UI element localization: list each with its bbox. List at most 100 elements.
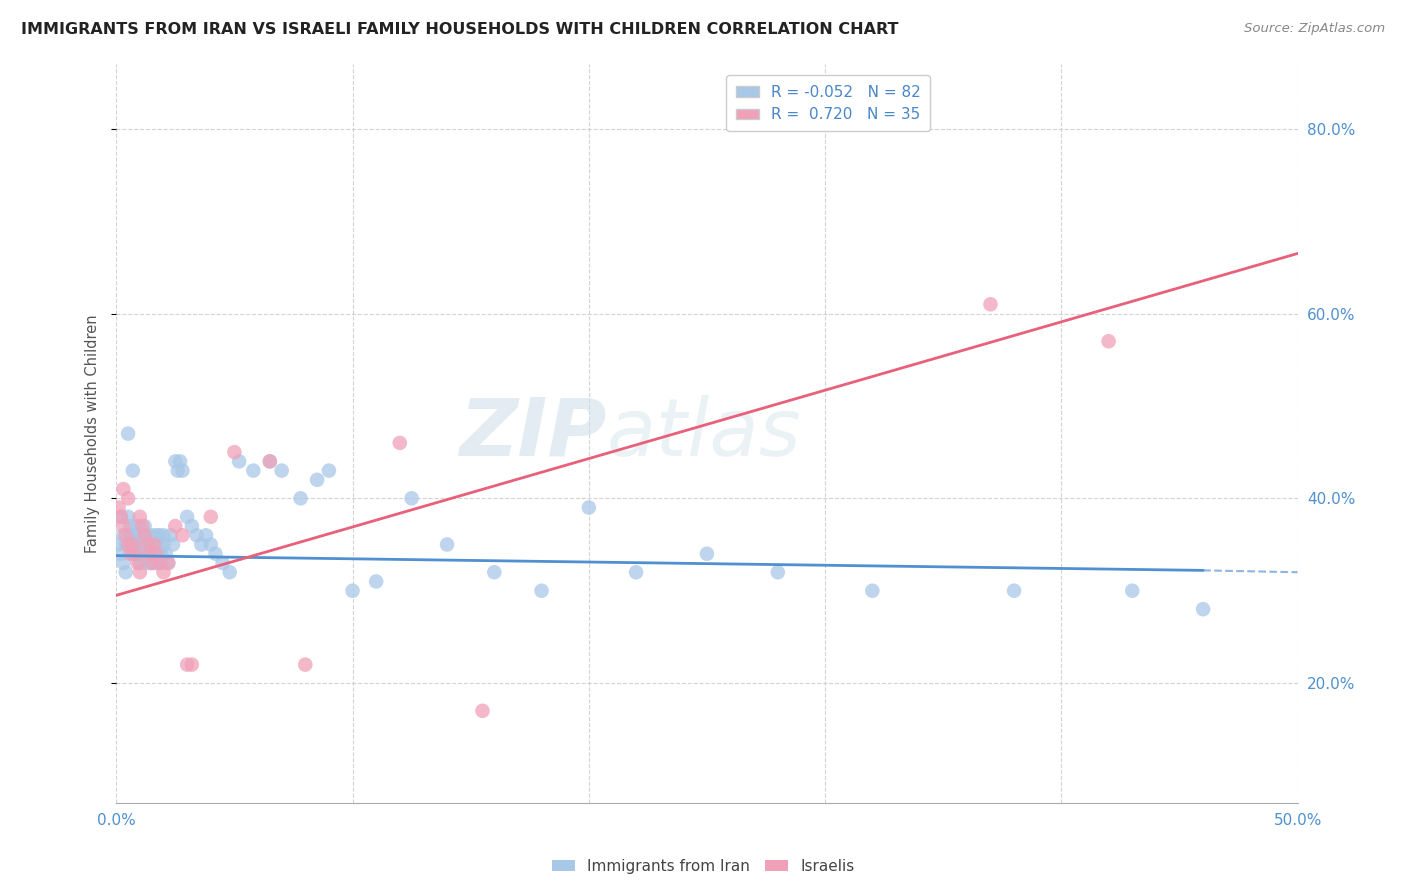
Point: [136, 556, 159, 570]
Point: [1192, 602, 1215, 616]
Point: [150, 547, 173, 561]
Point: [143, 547, 166, 561]
Point: [136, 528, 159, 542]
Point: [578, 500, 600, 515]
Point: [112, 528, 135, 542]
Point: [1121, 583, 1143, 598]
Point: [259, 454, 281, 468]
Point: [114, 566, 136, 580]
Point: [484, 566, 506, 580]
Point: [121, 537, 143, 551]
Point: [176, 657, 198, 672]
Point: [366, 574, 388, 589]
Point: [145, 556, 167, 570]
Legend: Immigrants from Iran, Israelis: Immigrants from Iran, Israelis: [546, 853, 860, 880]
Point: [138, 537, 160, 551]
Point: [143, 537, 166, 551]
Point: [148, 556, 170, 570]
Point: [401, 491, 423, 506]
Point: [172, 464, 194, 478]
Point: [294, 657, 316, 672]
Point: [145, 547, 167, 561]
Point: [117, 491, 139, 506]
Point: [107, 537, 129, 551]
Point: [112, 556, 135, 570]
Point: [195, 528, 218, 542]
Point: [138, 547, 160, 561]
Point: [138, 547, 160, 561]
Point: [145, 528, 167, 542]
Point: [114, 537, 136, 551]
Point: [228, 454, 250, 468]
Point: [129, 556, 152, 570]
Point: [134, 528, 156, 542]
Point: [200, 509, 222, 524]
Point: [860, 583, 883, 598]
Point: [129, 509, 152, 524]
Point: [169, 454, 191, 468]
Point: [152, 537, 174, 551]
Point: [120, 528, 142, 542]
Point: [127, 556, 149, 570]
Point: [129, 547, 152, 561]
Point: [1002, 583, 1025, 598]
Point: [117, 509, 139, 524]
Point: [124, 537, 146, 551]
Point: [157, 556, 180, 570]
Point: [270, 464, 292, 478]
Point: [186, 528, 208, 542]
Point: [112, 519, 135, 533]
Point: [131, 547, 153, 561]
Point: [624, 566, 647, 580]
Point: [979, 297, 1001, 311]
Legend: R = -0.052   N = 82, R =  0.720   N = 35: R = -0.052 N = 82, R = 0.720 N = 35: [727, 76, 929, 131]
Point: [342, 583, 364, 598]
Point: [180, 519, 202, 533]
Point: [530, 583, 553, 598]
Point: [141, 556, 163, 570]
Point: [131, 519, 153, 533]
Point: [141, 528, 163, 542]
Point: [136, 537, 159, 551]
Point: [107, 500, 129, 515]
Point: [129, 528, 152, 542]
Text: ZIP: ZIP: [460, 394, 606, 473]
Point: [120, 547, 142, 561]
Point: [110, 509, 132, 524]
Point: [114, 528, 136, 542]
Point: [129, 566, 152, 580]
Point: [318, 464, 340, 478]
Point: [211, 556, 233, 570]
Point: [141, 556, 163, 570]
Point: [124, 547, 146, 561]
Point: [1097, 334, 1119, 349]
Text: IMMIGRANTS FROM IRAN VS ISRAELI FAMILY HOUSEHOLDS WITH CHILDREN CORRELATION CHAR: IMMIGRANTS FROM IRAN VS ISRAELI FAMILY H…: [21, 22, 898, 37]
Point: [165, 519, 187, 533]
Point: [152, 566, 174, 580]
Point: [172, 528, 194, 542]
Point: [157, 556, 180, 570]
Point: [117, 426, 139, 441]
Point: [696, 547, 718, 561]
Point: [124, 547, 146, 561]
Point: [165, 454, 187, 468]
Point: [134, 537, 156, 551]
Point: [110, 547, 132, 561]
Point: [242, 464, 264, 478]
Point: [148, 537, 170, 551]
Point: [134, 519, 156, 533]
Y-axis label: Family Households with Children: Family Households with Children: [86, 314, 100, 553]
Point: [204, 547, 226, 561]
Point: [388, 436, 411, 450]
Point: [124, 528, 146, 542]
Point: [259, 454, 281, 468]
Point: [155, 547, 177, 561]
Point: [117, 537, 139, 551]
Point: [162, 537, 184, 551]
Point: [134, 528, 156, 542]
Text: atlas: atlas: [606, 394, 801, 473]
Point: [436, 537, 458, 551]
Point: [307, 473, 329, 487]
Point: [190, 537, 212, 551]
Point: [471, 704, 494, 718]
